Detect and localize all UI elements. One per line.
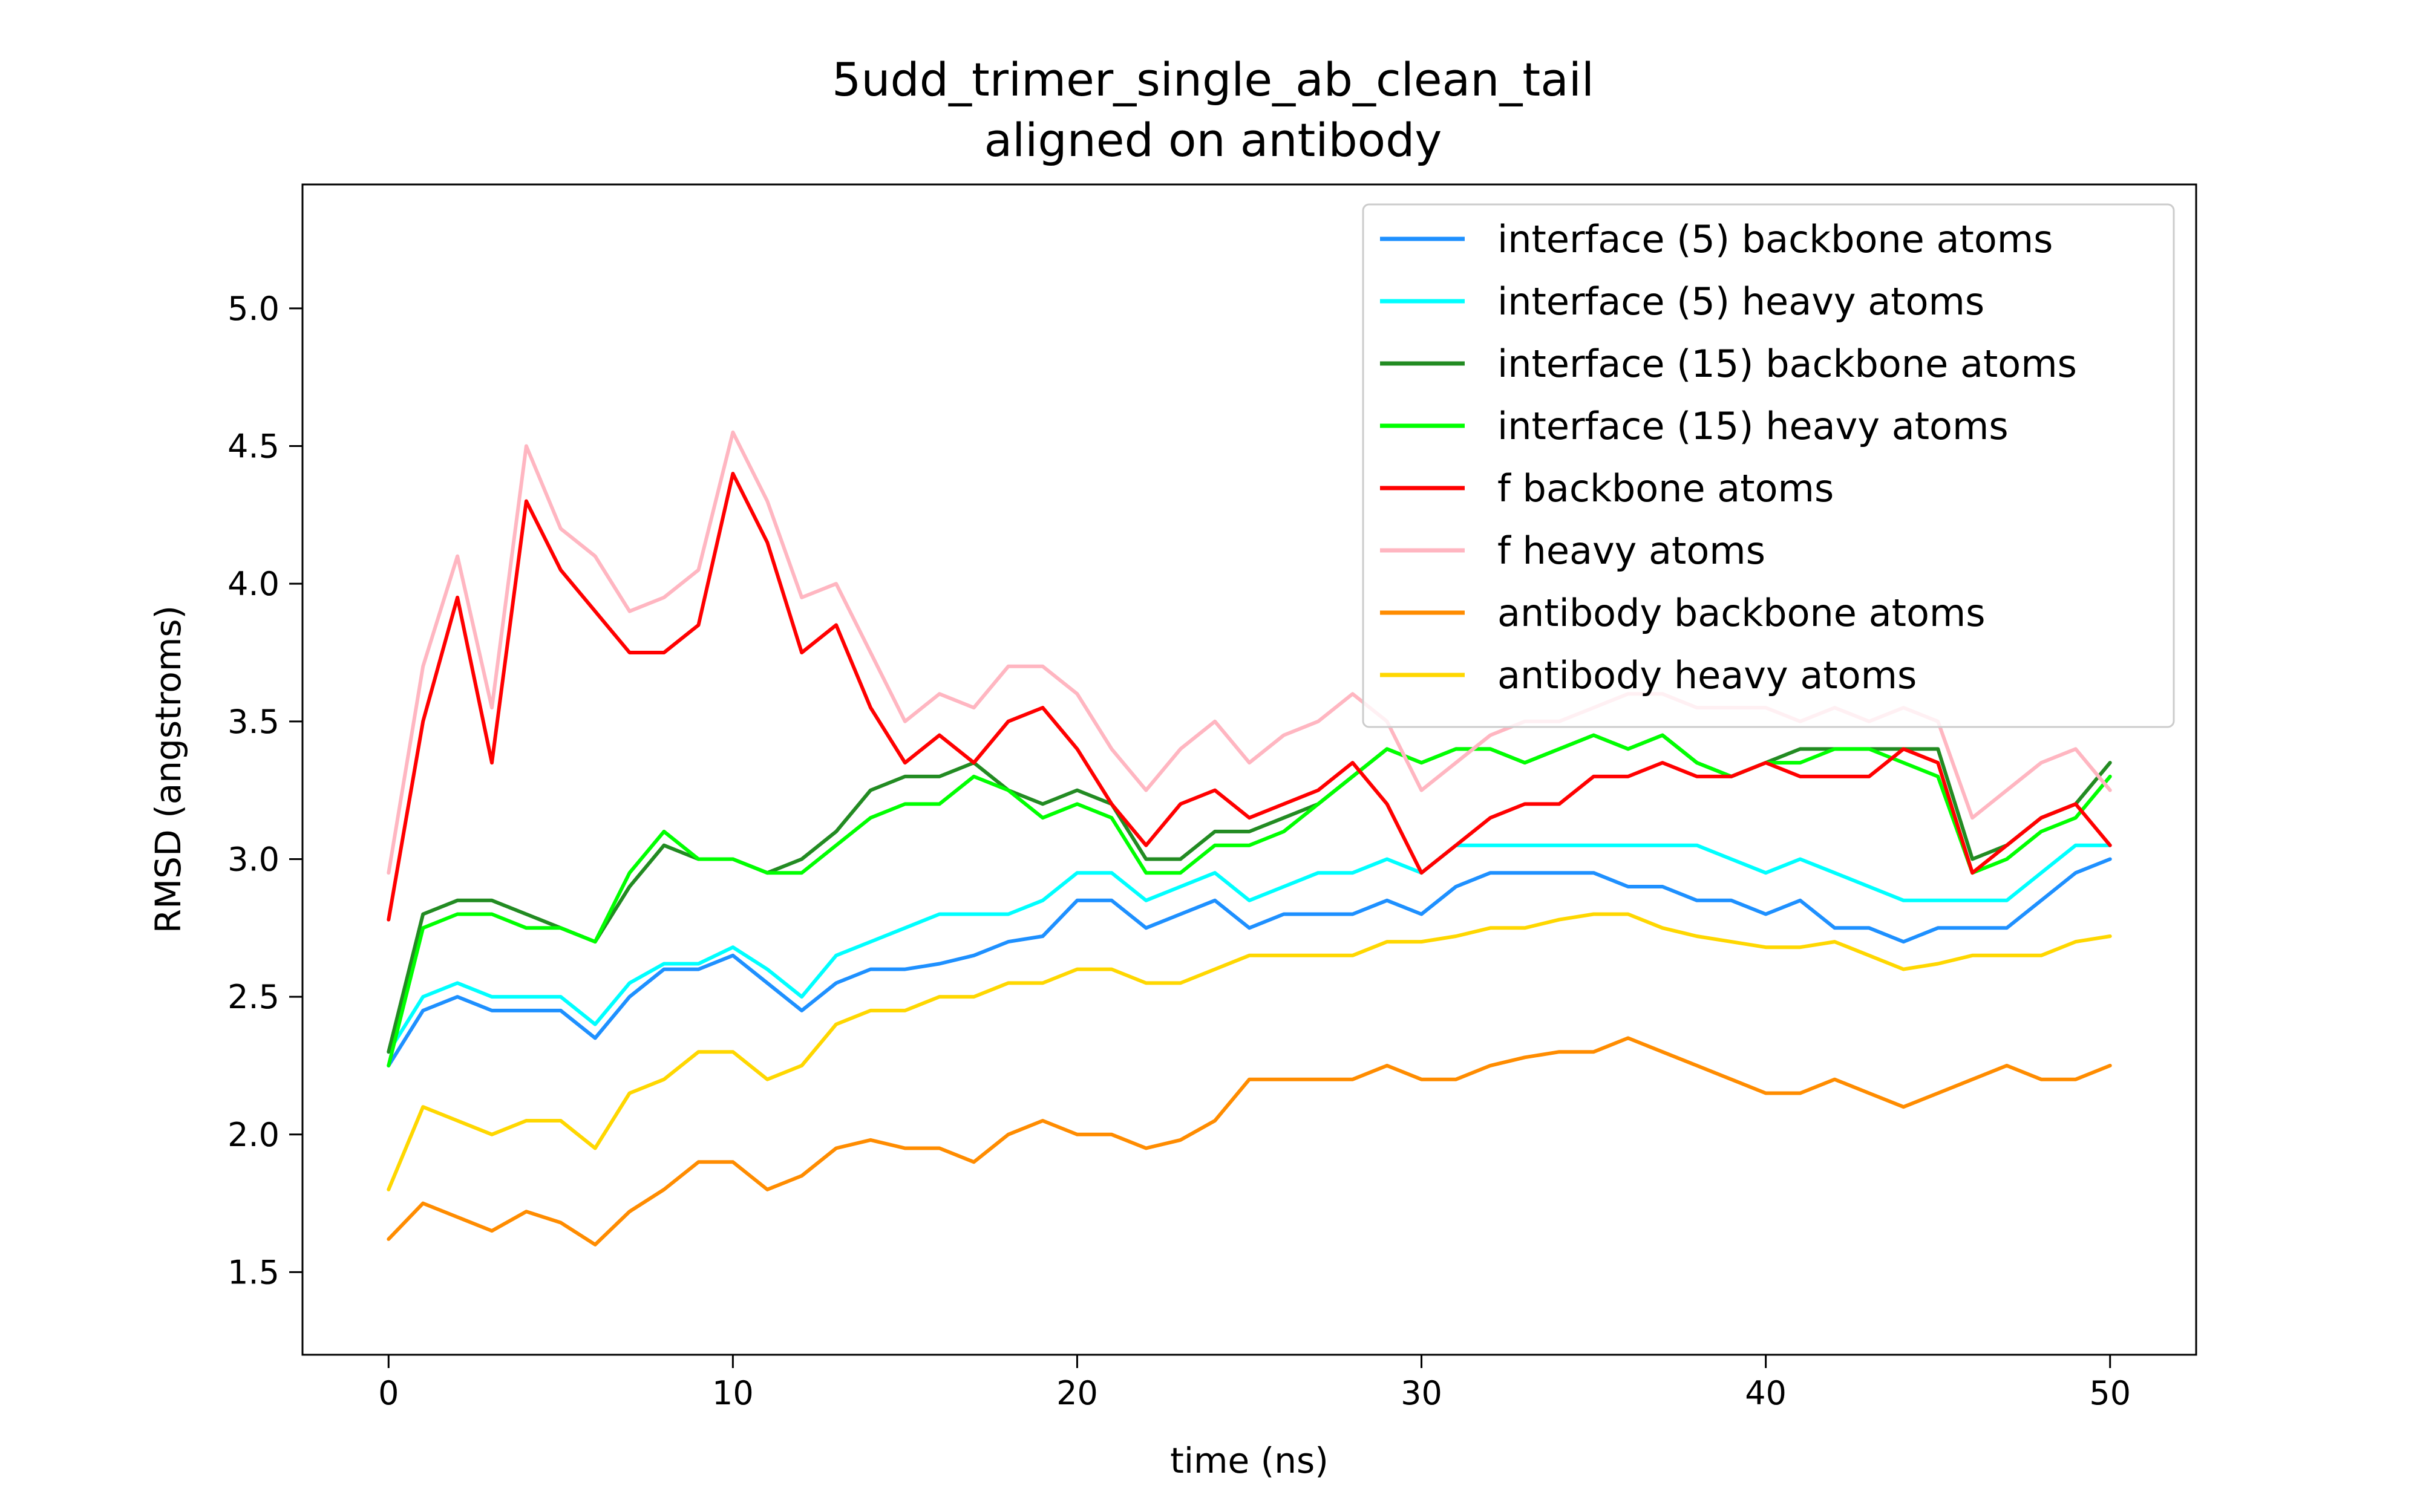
series-line-f-backbone-atoms [387, 472, 2112, 922]
legend-entry-label: antibody heavy atoms [1497, 653, 1917, 697]
series-line-interface-5-backbone-atoms [387, 857, 2112, 1067]
chart-title: 5udd_trimer_single_ab_clean_tail [832, 53, 1594, 106]
legend-entry-label: antibody backbone atoms [1497, 591, 1986, 635]
tick-layer: 0 10 20 30 40 50 1.5 2.0 2.5 3.0 3.5 4.0 4.5 5.0 [227, 290, 2131, 1412]
x-tick-label: 40 [1745, 1374, 1787, 1412]
legend: interface (5) backbone atoms interface (5… [1362, 203, 2175, 728]
x-tick-label: 10 [712, 1374, 754, 1412]
series-line-antibody-backbone-atoms [387, 1036, 2112, 1246]
legend-entry-label: interface (5) heavy atoms [1497, 279, 1984, 324]
series-line-interface-5-heavy-atoms [387, 843, 2112, 1054]
legend-box [1362, 203, 2175, 728]
series-line-interface-15-backbone-atoms [387, 733, 2112, 1054]
chart-subtitle: aligned on antibody [984, 113, 1442, 167]
x-axis-label: time (ns) [1170, 1440, 1329, 1481]
y-tick-label: 5.0 [227, 290, 280, 328]
legend-entry-label: interface (5) backbone atoms [1497, 217, 2053, 261]
series-line-antibody-heavy-atoms [387, 912, 2112, 1191]
x-tick-label: 50 [2089, 1374, 2131, 1412]
plot-frame [301, 183, 2197, 1356]
x-tick-label: 30 [1401, 1374, 1442, 1412]
y-tick-label: 3.0 [227, 840, 280, 878]
legend-entry-label: f backbone atoms [1497, 466, 1834, 510]
legend-entry-label: interface (15) heavy atoms [1497, 404, 2009, 448]
y-tick-label: 1.5 [227, 1253, 280, 1291]
y-tick-label: 2.0 [227, 1116, 280, 1154]
y-tick-label: 3.5 [227, 703, 280, 741]
y-axis-label: RMSD (angstroms) [148, 605, 189, 933]
y-tick-label: 4.0 [227, 565, 280, 603]
series-line-interface-15-heavy-atoms [387, 733, 2112, 1067]
x-tick-label: 20 [1056, 1374, 1098, 1412]
legend-entry-label: interface (15) backbone atoms [1497, 342, 2077, 386]
y-tick-label: 2.5 [227, 978, 280, 1016]
legend-entry-label: f heavy atoms [1497, 529, 1765, 573]
x-tick-label: 0 [378, 1374, 399, 1412]
y-tick-label: 4.5 [227, 428, 280, 466]
